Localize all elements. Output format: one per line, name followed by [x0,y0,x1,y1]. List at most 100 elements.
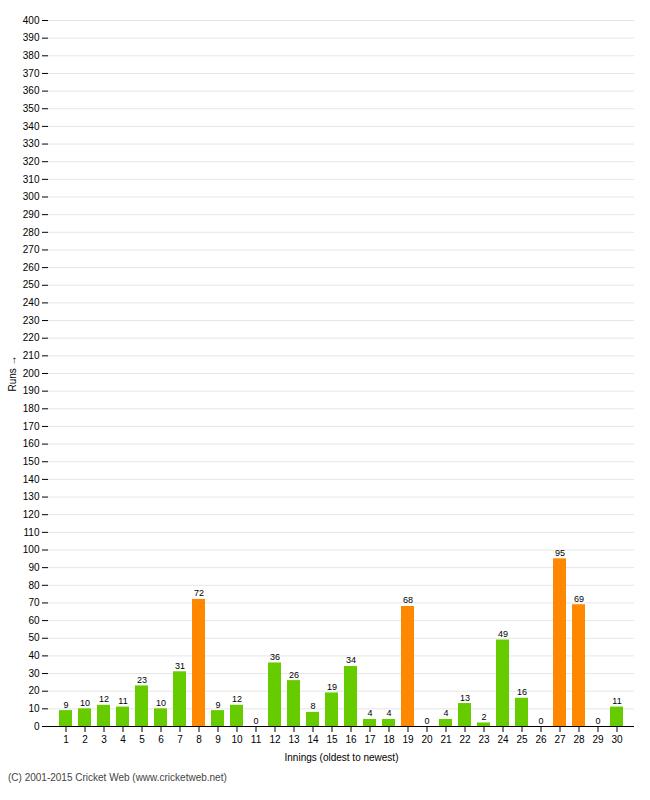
svg-text:280: 280 [23,227,40,238]
svg-text:27: 27 [554,734,566,745]
svg-text:13: 13 [288,734,300,745]
svg-text:17: 17 [364,734,376,745]
svg-text:400: 400 [23,15,40,26]
svg-text:200: 200 [23,368,40,379]
svg-text:11: 11 [612,696,621,706]
svg-text:180: 180 [23,403,40,414]
svg-text:110: 110 [24,527,40,538]
svg-text:4: 4 [443,708,448,718]
svg-text:120: 120 [23,509,40,520]
svg-text:40: 40 [28,650,40,661]
svg-text:12: 12 [99,694,109,704]
svg-text:16: 16 [345,734,357,745]
svg-text:210: 210 [23,350,40,361]
svg-text:330: 330 [23,138,40,149]
svg-text:Innings (oldest to newest): Innings (oldest to newest) [285,752,399,763]
svg-text:290: 290 [23,209,40,220]
svg-text:72: 72 [194,588,204,598]
svg-text:20: 20 [28,685,40,696]
svg-text:380: 380 [23,50,40,61]
svg-text:29: 29 [592,734,604,745]
svg-text:6: 6 [158,734,164,745]
svg-text:23: 23 [478,734,490,745]
svg-text:60: 60 [28,615,40,626]
svg-text:26: 26 [289,670,299,680]
svg-text:4: 4 [386,708,391,718]
svg-text:49: 49 [498,629,508,639]
svg-text:8: 8 [310,701,315,711]
svg-text:0: 0 [253,716,258,726]
svg-text:2: 2 [481,712,486,722]
svg-text:4: 4 [120,734,126,745]
svg-text:0: 0 [34,721,40,732]
svg-text:22: 22 [459,734,471,745]
svg-text:390: 390 [23,32,40,43]
svg-text:11: 11 [251,734,262,745]
svg-text:9: 9 [215,700,220,710]
svg-text:170: 170 [23,421,40,432]
svg-text:20: 20 [421,734,433,745]
svg-text:270: 270 [23,244,40,255]
svg-text:360: 360 [23,85,40,96]
svg-text:8: 8 [196,734,202,745]
svg-text:3: 3 [101,734,107,745]
svg-text:150: 150 [23,456,40,467]
svg-text:30: 30 [611,734,623,745]
svg-text:25: 25 [516,734,528,745]
svg-text:100: 100 [23,544,40,555]
svg-text:68: 68 [403,595,413,605]
svg-text:18: 18 [383,734,395,745]
svg-text:10: 10 [231,734,243,745]
svg-text:Runs →: Runs → [7,355,18,391]
svg-text:70: 70 [28,597,40,608]
svg-text:1: 1 [63,734,69,745]
svg-text:14: 14 [307,734,319,745]
svg-text:4: 4 [367,708,372,718]
svg-text:9: 9 [215,734,221,745]
svg-text:19: 19 [327,682,337,692]
svg-text:12: 12 [269,734,281,745]
svg-text:69: 69 [574,594,584,604]
svg-text:350: 350 [23,103,40,114]
svg-text:80: 80 [28,580,40,591]
svg-text:11: 11 [118,696,127,706]
svg-text:10: 10 [156,698,166,708]
svg-text:0: 0 [424,716,429,726]
svg-text:30: 30 [28,668,40,679]
svg-text:10: 10 [80,698,90,708]
svg-text:190: 190 [23,385,40,396]
svg-text:140: 140 [23,474,40,485]
svg-text:370: 370 [23,68,40,79]
svg-text:36: 36 [270,652,280,662]
svg-text:9: 9 [63,700,68,710]
svg-text:130: 130 [23,491,40,502]
svg-text:10: 10 [28,703,40,714]
svg-text:250: 250 [23,279,40,290]
svg-text:220: 220 [23,332,40,343]
svg-text:26: 26 [535,734,547,745]
svg-text:2: 2 [82,734,88,745]
svg-text:16: 16 [517,687,527,697]
svg-text:230: 230 [23,315,40,326]
svg-text:5: 5 [139,734,145,745]
svg-text:260: 260 [23,262,40,273]
svg-text:310: 310 [23,174,40,185]
svg-text:300: 300 [23,191,40,202]
svg-text:90: 90 [28,562,40,573]
svg-text:13: 13 [460,693,470,703]
svg-text:21: 21 [440,734,452,745]
svg-text:24: 24 [497,734,509,745]
svg-text:0: 0 [538,716,543,726]
svg-text:19: 19 [402,734,414,745]
svg-text:160: 160 [23,438,40,449]
svg-text:50: 50 [28,632,40,643]
svg-text:320: 320 [23,156,40,167]
svg-text:7: 7 [177,734,183,745]
svg-text:340: 340 [23,121,40,132]
svg-text:15: 15 [326,734,338,745]
svg-text:23: 23 [137,675,147,685]
svg-text:240: 240 [23,297,40,308]
svg-text:34: 34 [346,655,356,665]
svg-text:31: 31 [175,661,185,671]
svg-text:95: 95 [555,548,565,558]
